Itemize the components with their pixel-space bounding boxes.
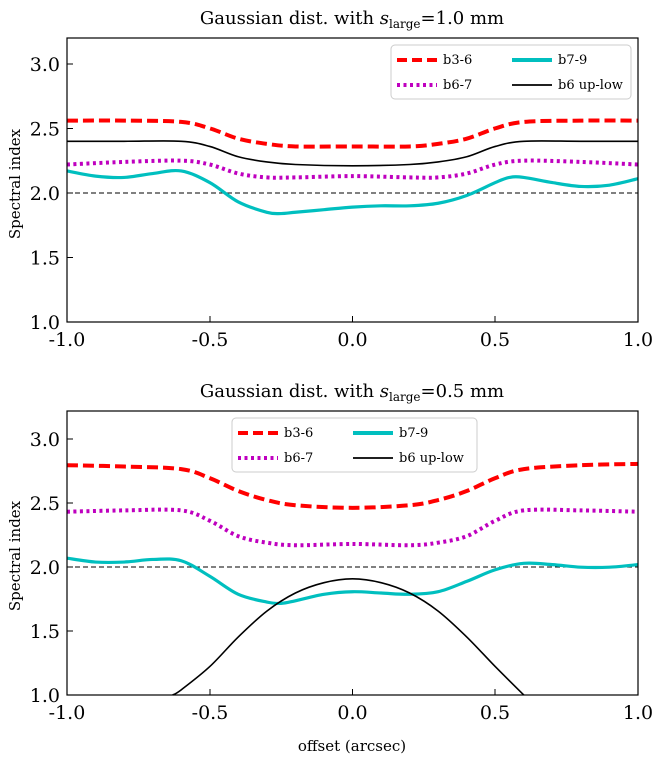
panel-bottom-yticks: 1.0 1.5 2.0 2.5 3.0: [30, 429, 73, 707]
panel-bottom-xlabel: offset (arcsec): [298, 737, 406, 755]
panel-top-xtick-label-0: -1.0: [49, 329, 86, 351]
panel-top-xtick-label-3: 0.5: [480, 329, 510, 351]
panel-bottom-ytick-label-4: 3.0: [30, 429, 60, 451]
panel-top-series-b3-6-line: [66, 118, 639, 149]
panel-bottom-title: Gaussian dist. with slarge=0.5 mm: [200, 381, 504, 404]
panel-top-plot-frame: [66, 37, 639, 323]
panel-bottom-title-sub: large: [389, 390, 421, 404]
panel-top-title-suffix: =1.0 mm: [421, 8, 505, 29]
panel-top: Gaussian dist. with slarge=1.0 mm Spectr…: [6, 8, 653, 351]
panel-bottom-legend-box: [231, 417, 478, 473]
panel-top-ylabel: Spectral index: [6, 128, 24, 239]
panel-bottom-series-b7-9-line: [66, 556, 639, 606]
panel-top-xtick-label-1: -0.5: [192, 329, 229, 351]
panel-bottom-series-b6-7-line: [66, 507, 639, 548]
panel-bottom-ytick-label-0: 1.0: [30, 685, 60, 707]
panel-bottom-ylabel: Spectral index: [6, 500, 24, 611]
panel-top-title: Gaussian dist. with slarge=1.0 mm: [200, 8, 504, 31]
panel-top-ytick-label-4: 3.0: [30, 54, 60, 76]
panel-top-ytick-label-2: 2.0: [30, 183, 60, 205]
panel-top-legend: b3-6 b7-9 b6-7 b6 up-low: [390, 44, 632, 100]
panel-bottom-legend-label-b7-9: b7-9: [399, 426, 428, 441]
panel-top-legend-box: [390, 44, 632, 100]
panel-top-ytick-label-0: 1.0: [30, 312, 60, 334]
panel-top-legend-label-b6-7: b6-7: [443, 78, 472, 93]
panel-top-xticks: -1.0 -0.5 0.0 0.5 1.0: [49, 316, 653, 351]
panel-bottom-series: [66, 461, 639, 696]
panel-top-series-b6-7-line: [66, 158, 639, 180]
panel-bottom-ytick-label-2: 2.0: [30, 557, 60, 579]
panel-top-title-var: s: [380, 8, 389, 29]
panel-bottom-series-b6-up-low-line: [172, 578, 525, 696]
panel-bottom-xtick-label-1: -0.5: [192, 702, 229, 724]
panel-top-title-prefix: Gaussian dist. with: [200, 8, 380, 29]
panel-top-xtick-label-4: 1.0: [623, 329, 653, 351]
panel-bottom-legend-label-b6-7: b6-7: [284, 451, 313, 466]
panel-top-ytick-label-3: 2.5: [30, 119, 60, 141]
panel-top-legend-label-b3-6: b3-6: [443, 53, 472, 68]
panel-bottom-xticks: -1.0 -0.5 0.0 0.5 1.0: [49, 689, 653, 724]
panel-bottom-title-prefix: Gaussian dist. with: [200, 381, 380, 402]
panel-bottom: Gaussian dist. with slarge=0.5 mm Spectr…: [6, 381, 653, 755]
panel-top-series-b7-9-line: [66, 168, 639, 216]
panel-top-legend-label-b7-9: b7-9: [558, 53, 587, 68]
panel-bottom-xtick-label-0: -1.0: [49, 702, 86, 724]
panel-bottom-legend-label-b3-6: b3-6: [284, 426, 313, 441]
panel-top-series: [66, 118, 639, 216]
panel-bottom-xtick-label-2: 0.0: [337, 702, 367, 724]
panel-bottom-title-suffix: =0.5 mm: [421, 381, 505, 402]
panel-bottom-series-b3-6-line: [66, 461, 639, 510]
panel-bottom-xtick-label-4: 1.0: [623, 702, 653, 724]
panel-bottom-ytick-label-3: 2.5: [30, 493, 60, 515]
panel-top-ytick-label-1: 1.5: [30, 248, 60, 270]
panel-bottom-ytick-label-1: 1.5: [30, 621, 60, 643]
panel-top-yticks: 1.0 1.5 2.0 2.5 3.0: [30, 54, 73, 334]
panel-top-title-sub: large: [389, 17, 421, 31]
panel-top-series-b6-up-low-line: [67, 140, 638, 167]
panel-bottom-xtick-label-3: 0.5: [480, 702, 510, 724]
panel-bottom-legend-label-b6-up-low: b6 up-low: [399, 451, 464, 466]
panel-top-legend-label-b6-up-low: b6 up-low: [558, 78, 623, 93]
panel-bottom-legend: b3-6 b7-9 b6-7 b6 up-low: [231, 417, 478, 473]
panel-bottom-title-var: s: [380, 381, 389, 402]
panel-bottom-plot-frame: [66, 410, 639, 696]
panel-top-xtick-label-2: 0.0: [337, 329, 367, 351]
